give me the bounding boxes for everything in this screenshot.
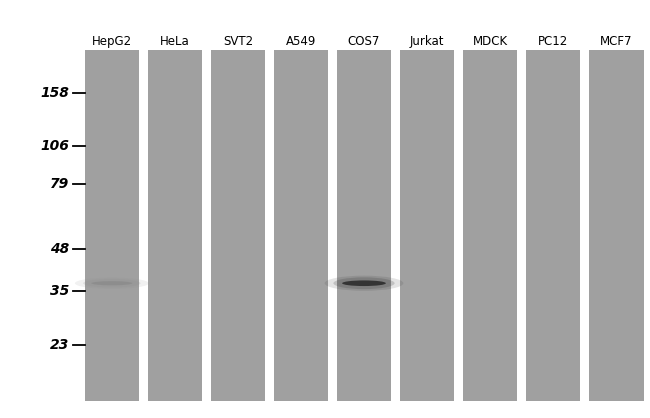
Bar (274, 50, 328, 401)
Ellipse shape (83, 279, 140, 288)
Text: 23: 23 (50, 339, 70, 352)
Text: MCF7: MCF7 (600, 35, 632, 48)
Bar (589, 50, 644, 401)
Ellipse shape (92, 281, 133, 285)
Text: A549: A549 (286, 35, 316, 48)
Ellipse shape (324, 275, 404, 291)
Ellipse shape (342, 280, 386, 286)
Text: 79: 79 (50, 177, 70, 191)
Text: HeLa: HeLa (160, 35, 190, 48)
Text: 158: 158 (41, 87, 70, 100)
Bar (84, 50, 139, 401)
Bar (463, 50, 517, 401)
Text: Jurkat: Jurkat (410, 35, 445, 48)
Text: MDCK: MDCK (473, 35, 508, 48)
Text: 48: 48 (50, 242, 70, 256)
Text: COS7: COS7 (348, 35, 380, 48)
Text: HepG2: HepG2 (92, 35, 132, 48)
Bar (211, 50, 265, 401)
Bar (526, 50, 580, 401)
Bar (400, 50, 454, 401)
Text: 35: 35 (50, 283, 70, 298)
Text: 106: 106 (41, 139, 70, 153)
Ellipse shape (75, 278, 149, 289)
Bar (148, 50, 202, 401)
Bar (337, 50, 391, 401)
Text: PC12: PC12 (538, 35, 568, 48)
Text: SVT2: SVT2 (223, 35, 253, 48)
Ellipse shape (333, 277, 395, 289)
